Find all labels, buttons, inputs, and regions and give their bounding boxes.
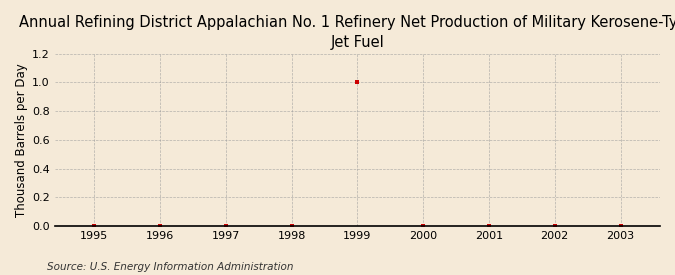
Y-axis label: Thousand Barrels per Day: Thousand Barrels per Day	[15, 63, 28, 217]
Text: Source: U.S. Energy Information Administration: Source: U.S. Energy Information Administ…	[47, 262, 294, 272]
Title: Annual Refining District Appalachian No. 1 Refinery Net Production of Military K: Annual Refining District Appalachian No.…	[19, 15, 675, 50]
